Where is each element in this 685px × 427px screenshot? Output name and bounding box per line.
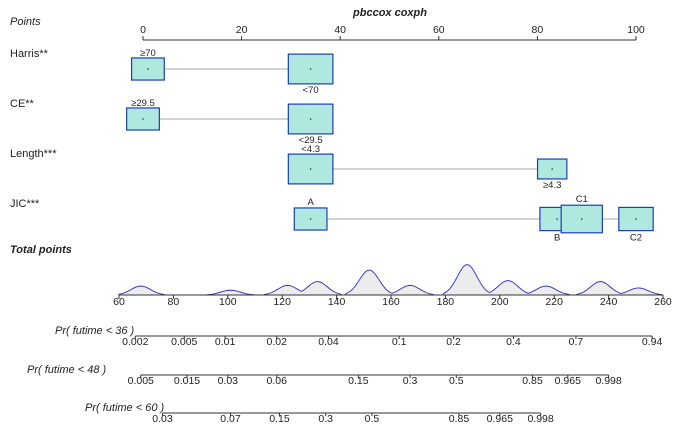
probability-tick-label: 0.15 — [348, 375, 369, 387]
probability-tick-label: 0.965 — [487, 413, 513, 425]
total-points-label: Total points — [10, 244, 72, 256]
category-point — [309, 68, 312, 70]
total-tick-label: 220 — [545, 296, 563, 308]
probability-tick-label: 0.998 — [527, 413, 553, 425]
variable-row: Harris** ≥70 <70 — [10, 48, 334, 96]
category-label: C2 — [630, 233, 642, 244]
total-points-axis: 60 80 100 120 140 160 180 200 220 240 260 — [113, 294, 672, 308]
variable-name: Harris** — [10, 48, 49, 60]
total-tick-label: 240 — [600, 296, 618, 308]
probability-tick-label: 0.03 — [218, 375, 239, 387]
probability-tick-label: 0.4 — [506, 336, 521, 348]
probability-tick-label: 0.06 — [267, 375, 288, 387]
probability-tick-label: 0.02 — [267, 336, 288, 348]
probability-tick-label: 0.5 — [365, 413, 380, 425]
total-tick-label: 260 — [654, 296, 672, 308]
category-label: B — [554, 233, 560, 244]
category-point — [309, 218, 312, 220]
total-tick-label: 100 — [219, 296, 237, 308]
variable-row: Length*** <4.3 ≥4.3 — [10, 144, 568, 191]
points-tick-label: 40 — [334, 24, 346, 36]
points-tick-label: 80 — [532, 24, 544, 36]
probability-label: Pr( futime < 36 ) — [55, 325, 135, 337]
category-point — [551, 168, 553, 170]
category-label: A — [307, 197, 314, 208]
probability-tick-label: 0.5 — [449, 375, 464, 387]
total-tick-label: 200 — [491, 296, 509, 308]
variable-name: CE** — [10, 98, 35, 110]
probability-tick-label: 0.3 — [318, 413, 333, 425]
variable-name: JIC*** — [10, 198, 40, 210]
probability-scales: Pr( futime < 36 )0.002 0.005 0.01 0.02 0.04 0… — [27, 325, 662, 425]
variable-rows: Harris** ≥70 <70 CE** ≥29.5 <29.5 Length*** <4.… — [10, 48, 654, 244]
total-tick-label: 180 — [437, 296, 455, 308]
probability-tick-label: 0.002 — [122, 336, 148, 348]
probability-tick-label: 0.965 — [555, 375, 581, 387]
total-tick-label: 140 — [328, 296, 346, 308]
density-curve — [118, 264, 664, 296]
points-tick-label: 100 — [627, 24, 645, 36]
probability-tick-label: 0.7 — [569, 336, 584, 348]
probability-tick-label: 0.1 — [392, 336, 407, 348]
probability-tick-label: 0.2 — [446, 336, 461, 348]
probability-tick-label: 0.85 — [522, 375, 543, 387]
points-tick-label: 60 — [433, 24, 445, 36]
variable-row: JIC*** A B C1 C2 — [10, 194, 654, 244]
probability-tick-label: 0.94 — [642, 336, 663, 348]
category-label: ≥4.3 — [543, 180, 561, 191]
category-point — [147, 68, 149, 70]
category-point — [556, 218, 558, 220]
probability-tick-label: 0.04 — [318, 336, 339, 348]
probability-label: Pr( futime < 48 ) — [27, 364, 107, 376]
probability-tick-label: 0.998 — [595, 375, 621, 387]
probability-tick-label: 0.07 — [220, 413, 241, 425]
points-tick-label: 0 — [140, 24, 146, 36]
variable-name: Length*** — [10, 148, 57, 160]
category-label: ≥70 — [140, 48, 156, 59]
probability-tick-label: 0.005 — [171, 336, 197, 348]
category-point — [309, 168, 312, 170]
category-label: ≥29.5 — [131, 98, 155, 109]
category-point — [580, 218, 583, 220]
probability-label: Pr( futime < 60 ) — [85, 402, 165, 414]
probability-scale: Pr( futime < 60 )0.03 0.07 0.15 0.3 0.5 0.85 0… — [85, 402, 554, 425]
probability-scale: Pr( futime < 36 )0.002 0.005 0.01 0.02 0.04 0… — [55, 325, 662, 348]
probability-tick-label: 0.01 — [215, 336, 236, 348]
total-tick-label: 80 — [168, 296, 180, 308]
total-tick-label: 60 — [113, 296, 125, 308]
category-point — [635, 218, 637, 220]
points-tick-label: 20 — [236, 24, 248, 36]
total-tick-label: 120 — [273, 296, 291, 308]
probability-scale: Pr( futime < 48 ) 0.005 0.015 0.03 0.06 0.15 0… — [27, 364, 622, 387]
probability-tick-label: 0.005 — [128, 375, 154, 387]
points-axis: 0 20 40 60 80 100 — [140, 24, 645, 41]
total-tick-label: 160 — [382, 296, 400, 308]
total-points-density — [118, 264, 664, 296]
probability-tick-label: 0.15 — [269, 413, 290, 425]
category-label: C1 — [576, 194, 588, 205]
points-axis-label: Points — [10, 16, 41, 28]
probability-tick-label: 0.03 — [152, 413, 173, 425]
probability-tick-label: 0.015 — [174, 375, 200, 387]
variable-row: CE** ≥29.5 <29.5 — [10, 98, 334, 146]
category-label: <29.5 — [299, 135, 323, 146]
category-point — [309, 118, 312, 120]
chart-title: pbccox coxph — [352, 7, 427, 19]
probability-tick-label: 0.3 — [403, 375, 418, 387]
probability-tick-label: 0.85 — [449, 413, 470, 425]
category-label: <4.3 — [301, 144, 320, 155]
category-point — [142, 118, 144, 120]
category-label: <70 — [303, 85, 319, 96]
